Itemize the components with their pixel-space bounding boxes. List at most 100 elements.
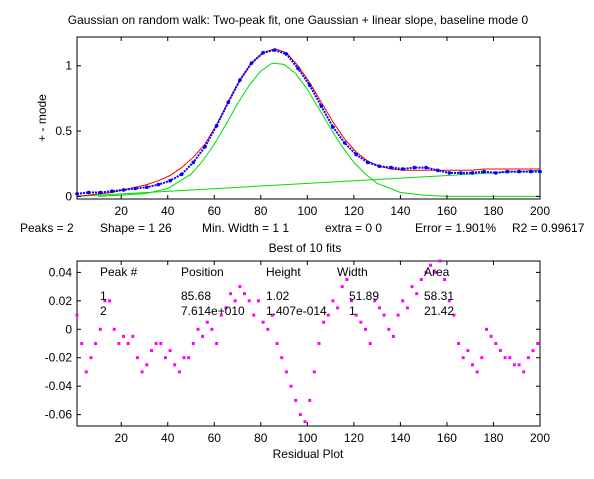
- residual-point: [122, 334, 125, 338]
- residual-x-tick-label: 200: [530, 431, 550, 445]
- extra-value: extra = 0 0: [325, 221, 382, 235]
- residual-point: [322, 320, 326, 324]
- residual-point: [364, 327, 367, 331]
- residual-point: [480, 356, 484, 360]
- residual-point: [215, 342, 219, 345]
- table-header-area: Area: [424, 265, 450, 279]
- top-plot-series: [75, 48, 542, 197]
- residual-point: [494, 342, 498, 345]
- residual-plot-frame: [76, 260, 541, 427]
- best-of-label: Best of 10 fits: [269, 241, 342, 255]
- residual-point: [433, 270, 437, 274]
- chart-title: Gaussian on random walk: Two-peak fit, o…: [68, 13, 529, 27]
- residual-point: [196, 327, 200, 331]
- table-header-height: Height: [266, 265, 301, 279]
- residual-point: [80, 342, 84, 345]
- top-y-tick-label: 0: [65, 189, 72, 203]
- residual-point: [168, 349, 172, 353]
- residual-point: [457, 342, 461, 345]
- residual-point: [173, 363, 177, 367]
- residual-point: [410, 285, 414, 289]
- residual-point: [438, 259, 442, 263]
- residual-point: [489, 334, 493, 338]
- gaussian-component-line: [97, 62, 540, 197]
- fit-line: [76, 48, 540, 197]
- residual-x-axis: 20 40 60 80 100 120 140 160 180 200: [115, 261, 550, 445]
- residual-point: [252, 313, 256, 317]
- residual-x-tick-label: 100: [297, 431, 317, 445]
- residual-point: [350, 299, 353, 303]
- top-plot-frame: [76, 36, 541, 200]
- top-x-tick-label: 120: [344, 204, 364, 218]
- residual-point: [159, 342, 163, 345]
- error-value: Error = 1.901%: [415, 221, 496, 235]
- residual-point: [177, 370, 181, 374]
- top-x-tick-label: 100: [297, 204, 317, 218]
- residual-point: [145, 363, 149, 367]
- residual-point: [136, 356, 139, 360]
- top-plot: 20 40 60 80 100 120 140 160 180 200 00.51 + - mod…: [35, 36, 550, 218]
- table-header-width: Width: [337, 265, 368, 279]
- residual-point: [503, 356, 507, 360]
- residual-x-label: Residual Plot: [273, 447, 344, 461]
- top-y-label: + - mode: [35, 94, 49, 142]
- residual-point: [201, 334, 205, 338]
- table-cell-peak: 1: [100, 289, 107, 303]
- r2-value: R2 = 0.99617: [512, 221, 585, 235]
- top-x-axis: 20 40 60 80 100 120 140 160 180 200: [115, 37, 550, 218]
- residual-point: [405, 306, 409, 310]
- residual-point: [336, 306, 340, 310]
- residual-point: [257, 299, 260, 303]
- residual-point: [131, 334, 135, 338]
- residual-point: [238, 285, 242, 289]
- residual-point: [150, 349, 153, 353]
- residual-point: [140, 370, 144, 374]
- residual-point: [233, 299, 237, 303]
- residual-point: [289, 384, 293, 388]
- residual-point: [498, 349, 502, 353]
- residual-point: [298, 413, 302, 417]
- residual-point: [261, 320, 265, 324]
- top-y-axis: 00.51: [55, 59, 540, 203]
- residual-y-tick-label: 0: [65, 322, 72, 336]
- table-header-peak: Peak #: [100, 265, 138, 279]
- residual-point: [187, 356, 191, 360]
- table-cell-height: 1.02: [266, 289, 290, 303]
- residual-point: [391, 334, 395, 338]
- top-x-tick-label: 60: [208, 204, 222, 218]
- residual-point: [526, 356, 530, 360]
- residual-x-tick-label: 80: [254, 431, 268, 445]
- residual-point: [326, 313, 330, 317]
- residual-point: [517, 363, 521, 367]
- residual-plot-series: [75, 259, 540, 424]
- residual-point: [163, 356, 167, 360]
- table-cell-position: 85.68: [181, 289, 211, 303]
- top-y-tick-label: 1: [65, 59, 72, 73]
- residual-y-axis: -0.06 -0.04 -0.02 0 0.02 0.04: [45, 265, 540, 422]
- residual-point: [75, 313, 79, 317]
- residual-point: [485, 327, 488, 331]
- table-cell-width: 51.89: [349, 289, 379, 303]
- residual-point: [475, 370, 479, 374]
- table-header-position: Position: [181, 265, 224, 279]
- residual-point: [536, 342, 540, 345]
- residual-x-tick-label: 120: [344, 431, 364, 445]
- table-cell-area: 58.31: [424, 289, 454, 303]
- residual-point: [424, 270, 428, 274]
- residual-point: [522, 370, 526, 374]
- residual-point: [94, 342, 98, 345]
- top-x-tick-label: 80: [254, 204, 268, 218]
- residual-point: [303, 420, 307, 424]
- top-x-tick-label: 160: [437, 204, 457, 218]
- residual-point: [461, 356, 465, 360]
- residual-point: [266, 327, 270, 331]
- residual-point: [312, 370, 316, 374]
- residual-point: [531, 349, 535, 353]
- top-y-tick-label: 0.5: [55, 124, 72, 138]
- residual-point: [112, 327, 116, 331]
- residual-y-tick-label: 0.04: [49, 265, 73, 279]
- residual-point: [401, 299, 405, 303]
- residual-point: [359, 320, 363, 324]
- residual-point: [415, 292, 419, 296]
- residual-point: [89, 356, 93, 360]
